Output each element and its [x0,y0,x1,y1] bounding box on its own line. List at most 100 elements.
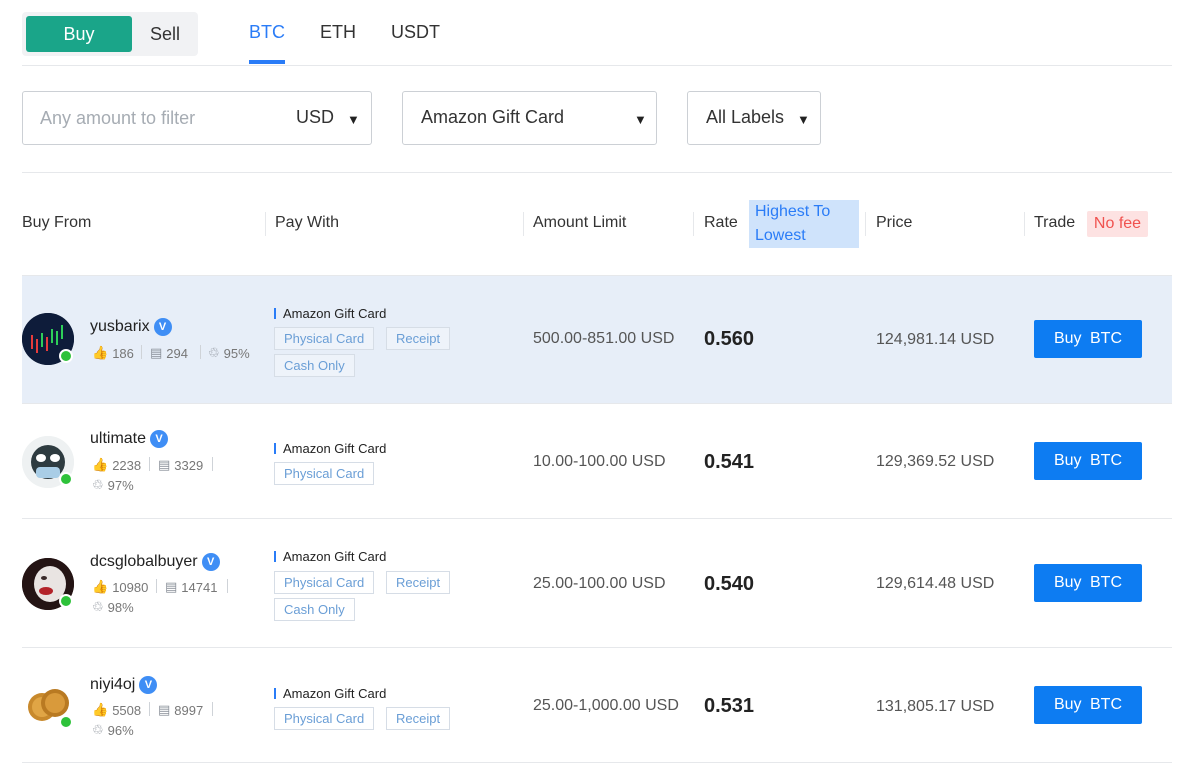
trader-name[interactable]: yusbarix V [90,318,172,336]
amount-limit: 10.00-100.00 USD [533,453,666,470]
online-status-dot [59,472,73,486]
payment-method: Amazon Gift Card [274,306,386,321]
avatar[interactable] [22,313,74,365]
trades-stat: ▤ 294 [150,345,188,361]
header-divider [265,212,266,236]
payment-method-select[interactable]: Amazon Gift Card ▼ [402,91,657,145]
stat-divider [156,579,157,593]
buy-sell-toggle: Buy Sell [22,12,198,56]
recycle-icon: ♲ [92,722,104,737]
avatar[interactable] [22,436,74,488]
likes-count: 186 [112,345,134,361]
buy-btc-button[interactable]: Buy BTC [1034,442,1142,480]
buy-btc-button[interactable]: Buy BTC [1034,686,1142,724]
trades-count: 8997 [174,702,204,718]
tab-eth[interactable]: ETH [320,22,356,42]
rating-value: 97% [107,477,134,493]
header-divider [523,212,524,236]
rate-value: 0.531 [704,695,755,717]
price-value: 129,369.52 USD [876,453,995,470]
table-row: dcsglobalbuyer V 👍 10980 ▤ 14741 ♲ 98% Amazo… [22,518,1172,647]
stat-divider [141,345,142,359]
sell-toggle-button[interactable]: Sell [149,23,180,44]
amount-limit: 25.00-100.00 USD [533,575,666,592]
payment-method: Amazon Gift Card [274,549,386,564]
chevron-down-icon[interactable]: ▼ [347,112,360,127]
trader-name-text: yusbarix [90,318,150,335]
document-icon: ▤ [150,345,163,360]
tag-chip: Physical Card [274,707,375,730]
rating-stat: ♲ 97% [92,477,134,493]
tab-usdt[interactable]: USDT [391,22,440,42]
amount-limit: 25.00-1,000.00 USD [533,697,679,714]
payment-method: Amazon Gift Card [274,686,386,701]
rate-value: 0.560 [704,328,755,350]
rate-value: 0.540 [704,573,755,595]
trader-name[interactable]: ultimate V [90,430,169,448]
thumbs-up-icon: 👍 [92,345,109,360]
verified-badge-icon: V [139,676,158,694]
currency-select[interactable]: USD [296,107,335,127]
stat-divider [227,579,228,593]
thumbs-up-icon: 👍 [92,579,109,594]
rating-stat: ♲ 98% [92,599,134,615]
tag-chip: Cash Only [274,598,355,621]
header-divider [693,212,694,236]
thumbs-up-icon: 👍 [92,702,109,717]
price-value: 131,805.17 USD [876,698,995,715]
trades-count: 14741 [181,579,218,595]
likes-count: 10980 [112,579,149,595]
trader-name[interactable]: niyi4oj V [90,676,158,694]
stat-divider [200,345,201,359]
stat-divider [212,457,213,471]
buy-btc-button[interactable]: Buy BTC [1034,564,1142,602]
header-rate: Rate [704,214,738,231]
table-row: niyi4oj V 👍 5508 ▤ 8997 ♲ 96% Amazon Gift Ca… [22,647,1172,762]
header-buy-from: Buy From [22,214,92,231]
recycle-icon: ♲ [208,345,220,360]
labels-select[interactable]: All Labels ▼ [687,91,821,145]
rating-stat: ♲ 95% [208,345,250,361]
likes-count: 2238 [112,457,142,473]
tag-chip: Physical Card [274,327,375,350]
recycle-icon: ♲ [92,477,104,492]
tag-chip: Physical Card [274,462,375,485]
online-status-dot [59,594,73,608]
stat-divider [149,702,150,716]
document-icon: ▤ [158,457,171,472]
online-status-dot [59,715,73,729]
likes-stat: 👍 2238 [92,457,141,473]
divider [22,172,1172,173]
rating-value: 95% [223,345,250,361]
chevron-down-icon: ▼ [634,112,647,127]
likes-stat: 👍 5508 [92,702,141,718]
buy-btc-button[interactable]: Buy BTC [1034,320,1142,358]
likes-stat: 👍 186 [92,345,134,361]
tag-chip: Receipt [386,327,451,350]
likes-count: 5508 [112,702,142,718]
likes-stat: 👍 10980 [92,579,148,595]
trader-name[interactable]: dcsglobalbuyer V [90,553,220,571]
document-icon: ▤ [158,702,171,717]
rate-value: 0.541 [704,451,755,473]
trades-count: 3329 [174,457,204,473]
sort-order-button[interactable]: Highest To Lowest [749,200,859,248]
amount-filter: USD ▼ [22,91,372,145]
no-fee-badge: No fee [1087,211,1148,237]
avatar[interactable] [22,558,74,610]
header-divider [865,212,866,236]
tab-btc[interactable]: BTC [249,22,285,64]
trades-count: 294 [166,345,188,361]
table-row: yusbarix V 👍 186 ▤ 294 ♲ 95% Amazon Gift Car… [22,275,1172,403]
trades-stat: ▤ 14741 [165,579,217,595]
table-row: ultimate V 👍 2238 ▤ 3329 ♲ 97% Amazon Gift C… [22,403,1172,518]
trader-name-text: dcsglobalbuyer [90,553,198,570]
verified-badge-icon: V [201,553,220,571]
amount-input[interactable] [40,92,270,144]
buy-toggle-button[interactable]: Buy [26,16,132,52]
header-trade: Trade [1034,214,1076,231]
header-amount-limit: Amount Limit [533,214,627,231]
trader-name-text: ultimate [90,430,147,447]
tag-chip: Cash Only [274,354,355,377]
labels-value: All Labels [706,107,785,127]
